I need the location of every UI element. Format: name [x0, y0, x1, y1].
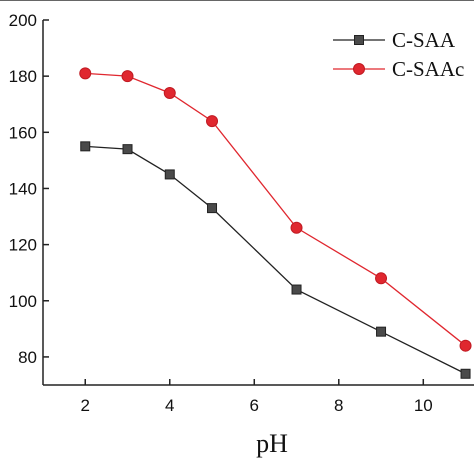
y-tick-label: 140 [9, 179, 37, 198]
y-tick-label: 80 [18, 348, 37, 367]
data-point-c-saac [79, 67, 92, 80]
x-tick-label: 6 [250, 396, 259, 415]
data-point-c-saa [164, 169, 175, 180]
x-tick-label: 4 [165, 396, 174, 415]
data-point-c-saac [290, 221, 303, 234]
legend-marker-circle [353, 63, 365, 75]
legend: C-SAA C-SAAc [333, 28, 464, 81]
x-tick-label: 10 [414, 396, 433, 415]
y-tick-label: 200 [9, 11, 37, 30]
y-axis-ticks: 80 100 120 140 160 180 200 [9, 11, 49, 367]
data-point-c-saac [163, 87, 176, 99]
legend-label: C-SAAc [392, 57, 464, 81]
series-line-c-saac [85, 72, 466, 347]
x-tick-label: 2 [81, 396, 90, 415]
y-tick-label: 120 [9, 236, 37, 255]
data-point-c-saa [291, 284, 302, 295]
legend-marker-square [354, 35, 364, 45]
data-point-c-saac [459, 339, 472, 352]
legend-item-c-saa: C-SAA [333, 28, 456, 52]
legend-label: C-SAA [392, 28, 456, 52]
y-tick-label: 160 [9, 123, 37, 142]
legend-item-c-saac: C-SAAc [333, 57, 464, 81]
data-point-c-saac [206, 115, 219, 128]
data-point-c-saa [207, 203, 218, 214]
data-point-c-saa [376, 326, 387, 337]
data-point-c-saa [122, 144, 133, 155]
data-point-c-saa [460, 368, 471, 379]
series-layer [79, 67, 472, 379]
data-point-c-saac [375, 272, 388, 285]
data-point-c-saa [80, 141, 91, 152]
series-c-saa [80, 141, 471, 379]
data-point-c-saac [121, 70, 134, 83]
series-c-saac [79, 67, 472, 352]
series-line-c-saa [85, 145, 466, 375]
x-axis-title: pH [256, 429, 288, 458]
x-tick-label: 8 [334, 396, 343, 415]
y-tick-label: 100 [9, 292, 37, 311]
y-tick-label: 180 [9, 67, 37, 86]
x-axis-ticks: 2 4 6 8 10 [81, 379, 433, 415]
frame [0, 0, 474, 386]
